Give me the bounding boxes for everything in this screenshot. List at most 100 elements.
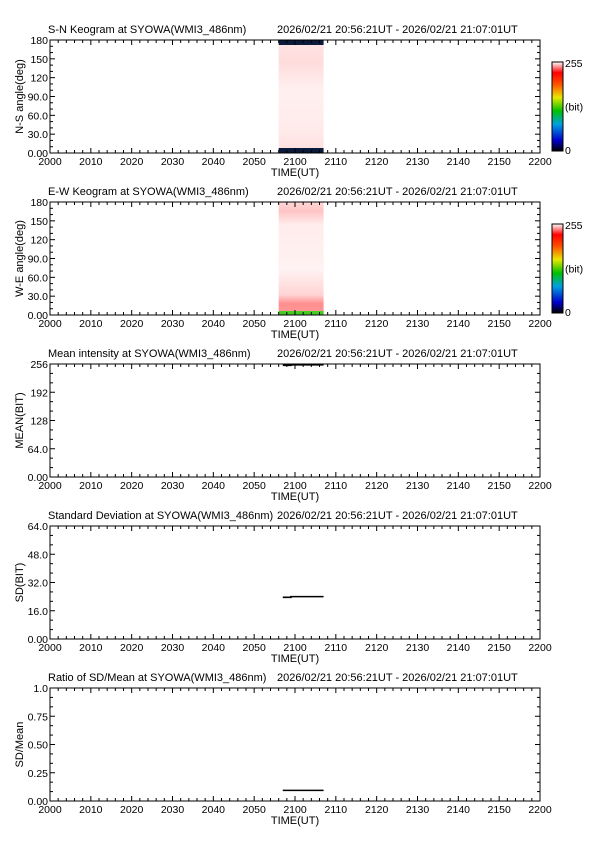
x-tick-label: 2010 — [79, 318, 103, 330]
y-tick-label: 128 — [30, 416, 48, 428]
x-tick-label: 2040 — [202, 318, 226, 330]
chart-panel-5: Ratio of SD/Mean at SYOWA(WMI3_486nm) 202… — [14, 672, 552, 827]
x-tick-label: 2030 — [161, 480, 185, 492]
y-axis-label: N-S angle(deg) — [14, 59, 26, 134]
chart-panel-4: Standard Deviation at SYOWA(WMI3_486nm) 2… — [14, 510, 552, 665]
x-tick-label: 2140 — [447, 804, 471, 816]
chart-title: Standard Deviation at SYOWA(WMI3_486nm) — [48, 510, 273, 522]
keogram-edge-band-bottom — [278, 148, 324, 153]
colorbar-min-label: 0 — [565, 145, 571, 157]
y-tick-label: 120 — [30, 73, 48, 85]
y-tick-label: 60.0 — [28, 272, 49, 284]
x-tick-label: 2000 — [38, 318, 62, 330]
x-tick-label: 2110 — [325, 318, 348, 330]
keogram-data-strip — [278, 40, 324, 153]
x-tick-label: 2020 — [120, 156, 144, 168]
colorbar — [551, 61, 564, 152]
y-tick-label: 150 — [30, 54, 48, 66]
chart-panel-1: S-N Keogram at SYOWA(WMI3_486nm) 2026/02/… — [14, 24, 583, 179]
y-tick-label: 0.00 — [28, 634, 49, 646]
x-tick-label: 2100 — [283, 804, 307, 816]
x-tick-label: 2140 — [447, 480, 471, 492]
y-tick-label: 90.0 — [28, 92, 49, 104]
x-tick-label: 2120 — [365, 804, 389, 816]
x-tick-label: 2000 — [38, 480, 62, 492]
x-tick-label: 2100 — [283, 480, 307, 492]
x-tick-label: 2010 — [79, 642, 103, 654]
x-tick-label: 2010 — [79, 156, 103, 168]
x-tick-label: 2000 — [38, 642, 62, 654]
x-tick-label: 2120 — [365, 156, 389, 168]
x-tick-label: 2050 — [242, 642, 266, 654]
x-tick-label: 2100 — [283, 642, 307, 654]
x-tick-label: 2130 — [406, 318, 430, 330]
x-tick-label: 2150 — [487, 804, 511, 816]
x-tick-label: 2120 — [365, 480, 389, 492]
y-axis-label: MEAN(BIT) — [14, 392, 26, 448]
chart-time-range: 2026/02/21 20:56:21UT - 2026/02/21 21:07… — [277, 24, 518, 36]
colorbar-max-label: 255 — [565, 220, 583, 232]
y-axis-label: W-E angle(deg) — [14, 220, 26, 297]
chart-title: Mean intensity at SYOWA(WMI3_486nm) — [48, 348, 251, 360]
x-tick-label: 2120 — [365, 318, 389, 330]
colorbar-min-label: 0 — [565, 307, 571, 319]
y-tick-label: 60.0 — [28, 110, 49, 122]
y-tick-label: 150 — [30, 216, 48, 228]
y-tick-label: 192 — [30, 387, 48, 399]
x-tick-label: 2150 — [487, 318, 511, 330]
colorbar-max-label: 255 — [565, 58, 583, 70]
x-axis-label: TIME(UT) — [271, 329, 319, 341]
chart-time-range: 2026/02/21 20:56:21UT - 2026/02/21 21:07… — [277, 348, 518, 360]
chart-title: Ratio of SD/Mean at SYOWA(WMI3_486nm) — [48, 672, 266, 684]
x-tick-label: 2030 — [161, 804, 185, 816]
x-tick-label: 2200 — [528, 804, 552, 816]
chart-panel-3: Mean intensity at SYOWA(WMI3_486nm) 2026/… — [14, 348, 552, 503]
x-tick-label: 2130 — [406, 156, 430, 168]
keogram-edge-band-bottom — [278, 311, 324, 315]
x-tick-label: 2200 — [528, 642, 552, 654]
y-tick-label: 64.0 — [28, 521, 49, 533]
x-axis-label: TIME(UT) — [271, 167, 319, 179]
y-tick-label: 0.50 — [28, 740, 49, 752]
x-tick-label: 2000 — [38, 804, 62, 816]
x-tick-label: 2040 — [202, 642, 226, 654]
x-tick-label: 2120 — [365, 642, 389, 654]
x-tick-label: 2130 — [406, 480, 430, 492]
x-tick-label: 2020 — [120, 480, 144, 492]
colorbar — [551, 223, 564, 314]
x-tick-label: 2050 — [242, 318, 266, 330]
y-tick-label: 0.00 — [28, 796, 49, 808]
x-tick-label: 2140 — [447, 318, 471, 330]
x-tick-label: 2030 — [161, 642, 185, 654]
keogram-edge-band-top — [278, 40, 324, 45]
plot-frame — [49, 687, 541, 802]
x-tick-label: 2040 — [202, 480, 226, 492]
x-tick-label: 2050 — [242, 480, 266, 492]
plot-frame — [49, 525, 541, 640]
x-tick-label: 2150 — [487, 642, 511, 654]
x-tick-label: 2030 — [161, 318, 185, 330]
y-tick-label: 16.0 — [28, 606, 49, 618]
x-tick-label: 2130 — [406, 804, 430, 816]
y-tick-label: 90.0 — [28, 254, 49, 266]
x-tick-label: 2010 — [79, 480, 103, 492]
x-tick-label: 2130 — [406, 642, 430, 654]
x-tick-label: 2050 — [242, 156, 266, 168]
x-tick-label: 2200 — [528, 480, 552, 492]
x-tick-label: 2100 — [283, 156, 307, 168]
chart-time-range: 2026/02/21 20:56:21UT - 2026/02/21 21:07… — [277, 186, 518, 198]
y-tick-label: 0.00 — [28, 148, 49, 160]
chart-title: S-N Keogram at SYOWA(WMI3_486nm) — [48, 24, 246, 36]
plot-frame — [49, 363, 541, 478]
y-tick-label: 120 — [30, 235, 48, 247]
x-axis-label: TIME(UT) — [271, 815, 319, 827]
y-tick-label: 48.0 — [28, 549, 49, 561]
y-tick-label: 0.00 — [28, 310, 49, 322]
y-tick-label: 180 — [30, 197, 48, 209]
x-tick-label: 2040 — [202, 804, 226, 816]
y-axis-label: SD/Mean — [14, 722, 26, 768]
y-tick-label: 64.0 — [28, 444, 49, 456]
x-tick-label: 2110 — [325, 642, 348, 654]
y-tick-label: 32.0 — [28, 578, 49, 590]
